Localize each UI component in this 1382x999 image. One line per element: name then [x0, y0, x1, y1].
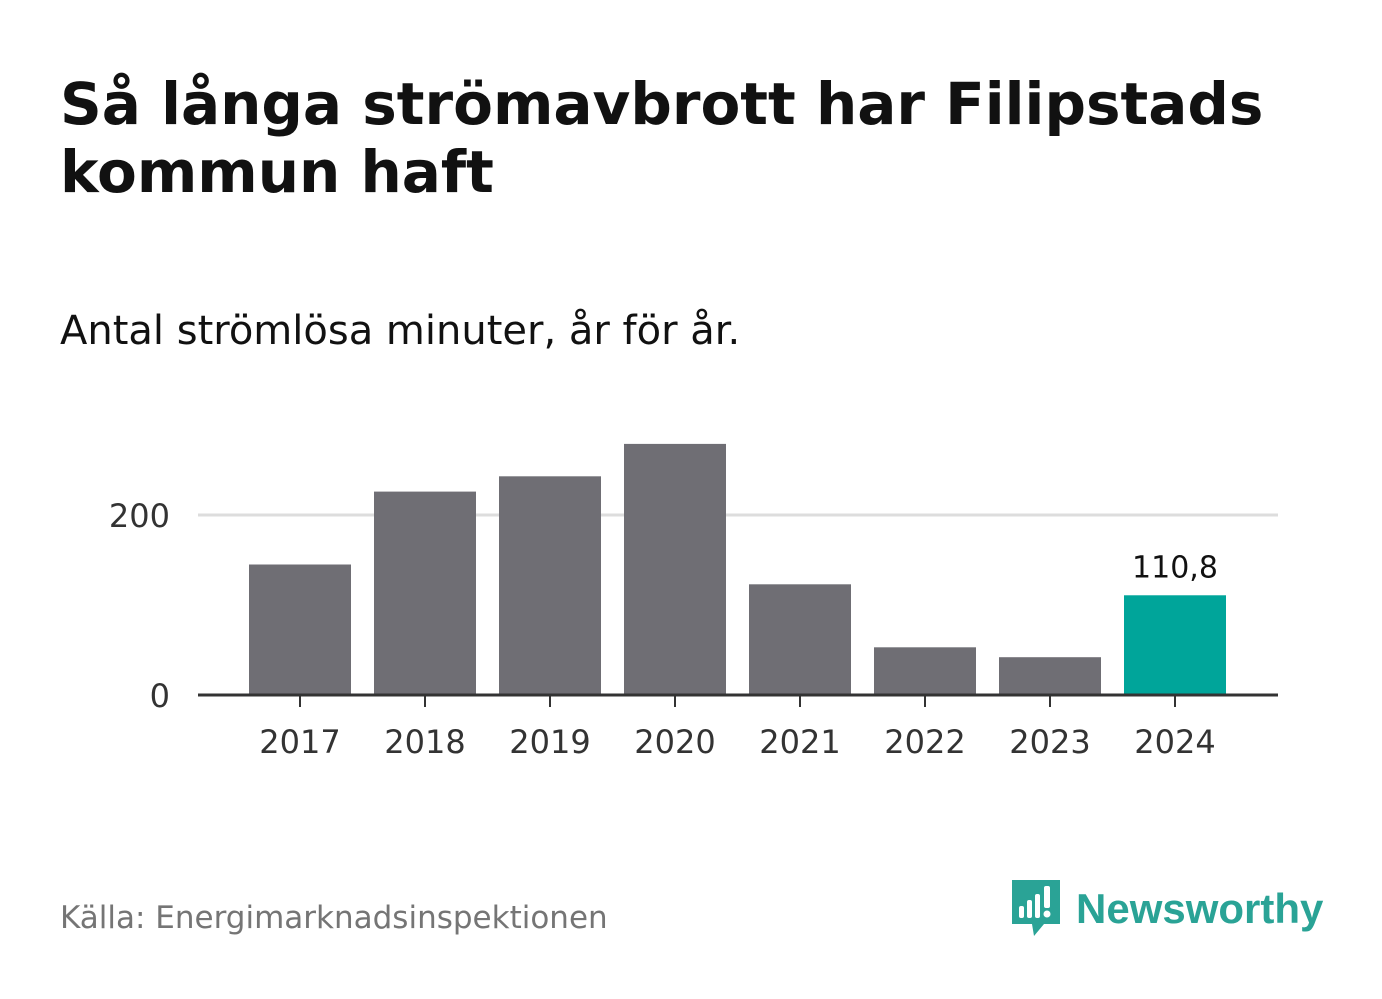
- source-note: Källa: Energimarknadsinspektionen: [60, 900, 608, 936]
- y-tick-label: 200: [109, 497, 170, 535]
- x-tick-label: 2018: [384, 723, 465, 761]
- x-tick-label: 2019: [509, 723, 590, 761]
- bar: [374, 491, 476, 695]
- x-tick-label: 2020: [634, 723, 715, 761]
- bar: [624, 443, 726, 695]
- brand-logo: Newsworthy: [1010, 878, 1323, 940]
- data-label: 110,8: [1132, 550, 1218, 585]
- bar: [249, 564, 351, 695]
- bar: [874, 647, 976, 695]
- brand-name: Newsworthy: [1076, 885, 1324, 932]
- bar: [499, 476, 601, 695]
- x-tick-label: 2021: [759, 723, 840, 761]
- chart-subtitle: Antal strömlösa minuter, år för år.: [60, 308, 741, 354]
- bar: [1124, 595, 1226, 695]
- x-tick-label: 2017: [259, 723, 340, 761]
- x-tick-label: 2022: [884, 723, 965, 761]
- y-tick-label: 0: [150, 677, 170, 715]
- x-tick-label: 2024: [1134, 723, 1215, 761]
- newsworthy-logo-icon: [1012, 880, 1060, 936]
- bar: [749, 584, 851, 695]
- bar: [999, 657, 1101, 695]
- x-tick-label: 2023: [1009, 723, 1090, 761]
- chart-title: Så långa strömavbrott har Filipstads kom…: [60, 70, 1264, 206]
